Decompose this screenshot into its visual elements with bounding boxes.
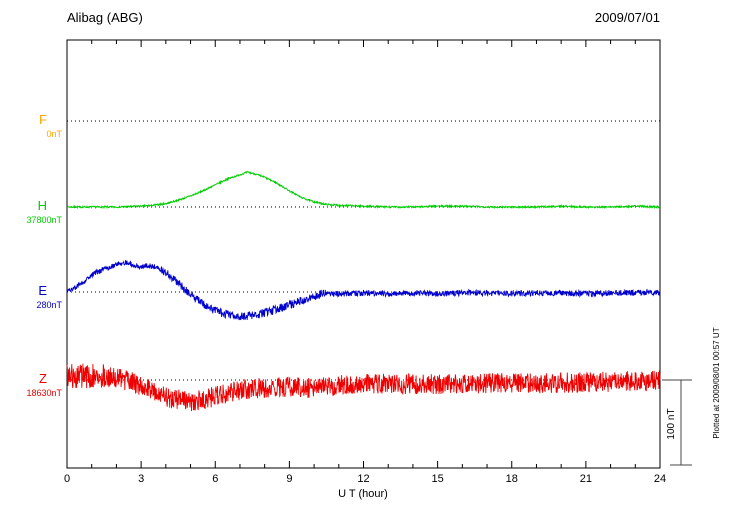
x-tick-label: 0: [64, 473, 70, 485]
channel-value-E: 280nT: [36, 300, 62, 310]
x-tick-label: 15: [432, 473, 444, 485]
x-tick-label: 6: [212, 473, 218, 485]
plot-title: Alibag (ABG): [67, 10, 143, 25]
channel-value-F: 0nT: [46, 129, 62, 139]
trace-H: [66, 170, 661, 210]
x-tick-label: 12: [357, 473, 369, 485]
plot-frame: [66, 39, 661, 469]
channel-value-Z: 18630nT: [26, 388, 62, 398]
x-axis-label: U T (hour): [338, 488, 388, 500]
scale-bar-label: 100 nT: [666, 408, 677, 439]
plot-footnote: Plotted at 2009/08/01 00:57 UT: [712, 327, 721, 438]
x-tick-label: 18: [506, 473, 518, 485]
plot-date: 2009/07/01: [595, 10, 660, 25]
channel-value-H: 37800nT: [26, 215, 62, 225]
trace-Z: [66, 363, 661, 412]
x-tick-label: 3: [138, 473, 144, 485]
channel-label-H: H: [38, 198, 47, 213]
x-tick-label: 24: [654, 473, 666, 485]
trace-E: [66, 259, 660, 321]
x-tick-label: 9: [286, 473, 292, 485]
x-tick-label: 21: [580, 473, 592, 485]
channel-label-F: F: [39, 112, 47, 127]
channel-label-Z: Z: [39, 371, 47, 386]
channel-label-E: E: [38, 283, 47, 298]
